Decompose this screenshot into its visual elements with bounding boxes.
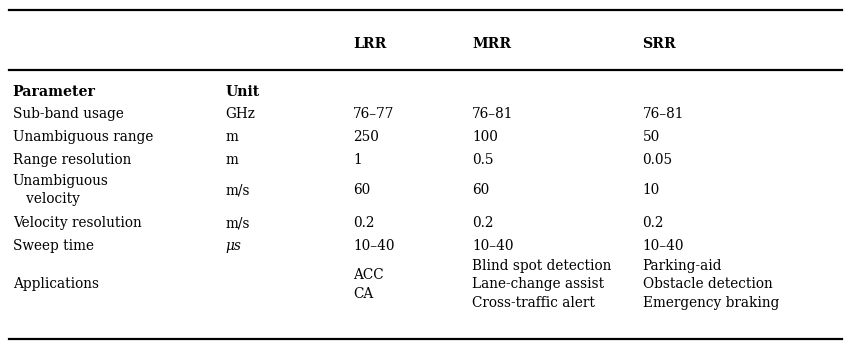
Text: 100: 100	[472, 130, 498, 144]
Text: Parking-aid
Obstacle detection
Emergency braking: Parking-aid Obstacle detection Emergency…	[643, 259, 779, 310]
Text: 250: 250	[353, 130, 379, 144]
Text: m: m	[226, 130, 238, 144]
Text: 60: 60	[472, 183, 489, 197]
Text: μs: μs	[226, 239, 242, 253]
Text: 0.2: 0.2	[472, 216, 494, 230]
Text: Range resolution: Range resolution	[13, 153, 131, 167]
Text: MRR: MRR	[472, 37, 511, 51]
Text: Sub-band usage: Sub-band usage	[13, 107, 123, 121]
Text: GHz: GHz	[226, 107, 255, 121]
Text: 0.2: 0.2	[353, 216, 374, 230]
Text: Unit: Unit	[226, 86, 260, 99]
Text: Blind spot detection
Lane-change assist
Cross-traffic alert: Blind spot detection Lane-change assist …	[472, 259, 612, 310]
Text: 1: 1	[353, 153, 362, 167]
Text: 10–40: 10–40	[353, 239, 395, 253]
Text: m: m	[226, 153, 238, 167]
Text: 10–40: 10–40	[472, 239, 514, 253]
Text: 10: 10	[643, 183, 660, 197]
Text: Applications: Applications	[13, 277, 99, 291]
Text: ACC
CA: ACC CA	[353, 268, 384, 300]
Text: Unambiguous range: Unambiguous range	[13, 130, 153, 144]
Text: 0.2: 0.2	[643, 216, 664, 230]
Text: 0.5: 0.5	[472, 153, 494, 167]
Text: 10–40: 10–40	[643, 239, 684, 253]
Text: Unambiguous
   velocity: Unambiguous velocity	[13, 174, 109, 206]
Text: m/s: m/s	[226, 216, 250, 230]
Text: 76–81: 76–81	[472, 107, 514, 121]
Text: 76–77: 76–77	[353, 107, 395, 121]
Text: Parameter: Parameter	[13, 86, 95, 99]
Text: 76–81: 76–81	[643, 107, 684, 121]
Text: Velocity resolution: Velocity resolution	[13, 216, 141, 230]
Text: 60: 60	[353, 183, 370, 197]
Text: 50: 50	[643, 130, 660, 144]
Text: 0.05: 0.05	[643, 153, 672, 167]
Text: LRR: LRR	[353, 37, 386, 51]
Text: SRR: SRR	[643, 37, 677, 51]
Text: Sweep time: Sweep time	[13, 239, 94, 253]
Text: m/s: m/s	[226, 183, 250, 197]
